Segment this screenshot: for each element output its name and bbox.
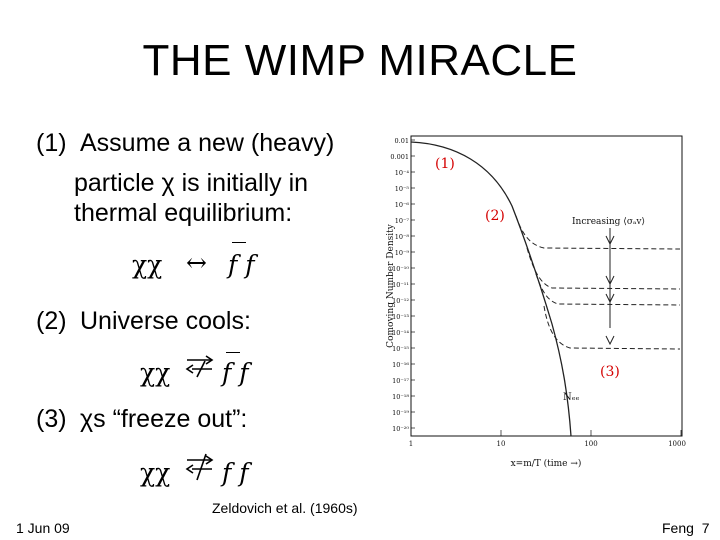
equation-1-left: χχ [132,250,163,279]
arrow-down-icon [605,275,615,286]
arrow-down-icon [605,335,615,346]
neq-annotation: Nₑₑ [563,392,580,403]
y-tick-label: 10⁻¹⁷ [392,377,409,385]
freeze-out-plot: 0.01 0.001 10⁻⁴ 10⁻⁵ 10⁻⁶ 10⁻⁷ 10⁻⁸ 10⁻⁹… [386,135,686,469]
x-tick-label: 10 [497,440,506,448]
no-reaction-arrow-icon [185,453,214,481]
arrow-down-icon [605,235,615,246]
y-tick-label: 10⁻¹³ [392,313,409,321]
freeze-out-curve-2 [526,247,681,290]
y-tick-label: 10⁻¹⁴ [392,329,409,337]
plot-frame [410,135,683,437]
y-tick-label: 10⁻⁴ [395,169,410,177]
equation-1-bar [232,242,246,243]
equilibrium-curve [410,141,572,437]
freeze-out-curve-4 [543,305,681,350]
equation-1-arrow: ↔ [186,248,207,277]
y-tick-label: 10⁻⁸ [395,233,410,241]
step-1-line-1: Assume a new (heavy) [80,129,335,157]
citation: Zeldovich et al. (1960s) [212,500,358,516]
y-tick-label: 10⁻¹⁰ [392,265,409,273]
y-tick-label: 10⁻²⁰ [392,425,409,433]
forward-only-arrow-icon [185,355,214,378]
equation-2-bar [226,352,240,353]
y-tick-label: 10⁻¹¹ [392,281,409,289]
y-tick-label: 10⁻⁷ [395,217,410,225]
equation-2-right: f f [222,358,249,387]
step-1-line-3: thermal equilibrium: [74,199,293,227]
equation-1-right: f f [228,250,255,279]
equation-3-left: χχ [140,458,171,487]
x-ticks [410,430,682,436]
y-tick-label: 10⁻¹⁵ [392,345,409,353]
y-tick-label: 10⁻⁵ [395,185,410,193]
x-tick-label: 1000 [668,440,686,448]
y-tick-label: 10⁻⁶ [395,201,410,209]
step-3-line-1: χs “freeze out”: [80,405,248,433]
x-axis-label: x=m/T (time →) [511,458,582,469]
x-tick-label: 100 [584,440,597,448]
y-tick-label: 10⁻¹⁸ [392,393,409,401]
freeze-out-curve-3 [535,273,681,306]
region-label-2: (2) [485,208,505,224]
y-tick-label: 0.001 [390,153,409,161]
arrow-down-icon [605,293,615,304]
x-tick-label: 1 [409,440,413,448]
step-1-number: (1) [36,129,67,157]
equation-3-right: f f [222,458,249,487]
y-ticks [411,139,415,429]
footer-date: 1 Jun 09 [16,520,70,536]
increasing-annotation: Increasing ⟨σₐv⟩ [572,217,645,227]
step-1-line-2: particle χ is initially in [74,169,309,197]
step-2-number: (2) [36,307,67,335]
y-axis-label: Comoving Number Density [386,223,396,348]
slide-title: THE WIMP MIRACLE [142,36,578,85]
step-2-line-1: Universe cools: [80,307,251,335]
equation-2-left: χχ [140,358,171,387]
y-tick-label: 10⁻¹⁹ [392,409,409,417]
y-tick-label: 10⁻¹² [392,297,409,305]
region-label-3: (3) [600,364,620,380]
y-tick-label: 10⁻⁹ [395,249,410,257]
freeze-out-curve-1 [515,215,681,250]
y-tick-label: 0.01 [395,137,409,145]
region-label-1: (1) [435,156,455,172]
step-3-number: (3) [36,405,67,433]
footer-page: Feng 7 [662,520,710,536]
y-tick-label: 10⁻¹⁶ [392,361,409,369]
